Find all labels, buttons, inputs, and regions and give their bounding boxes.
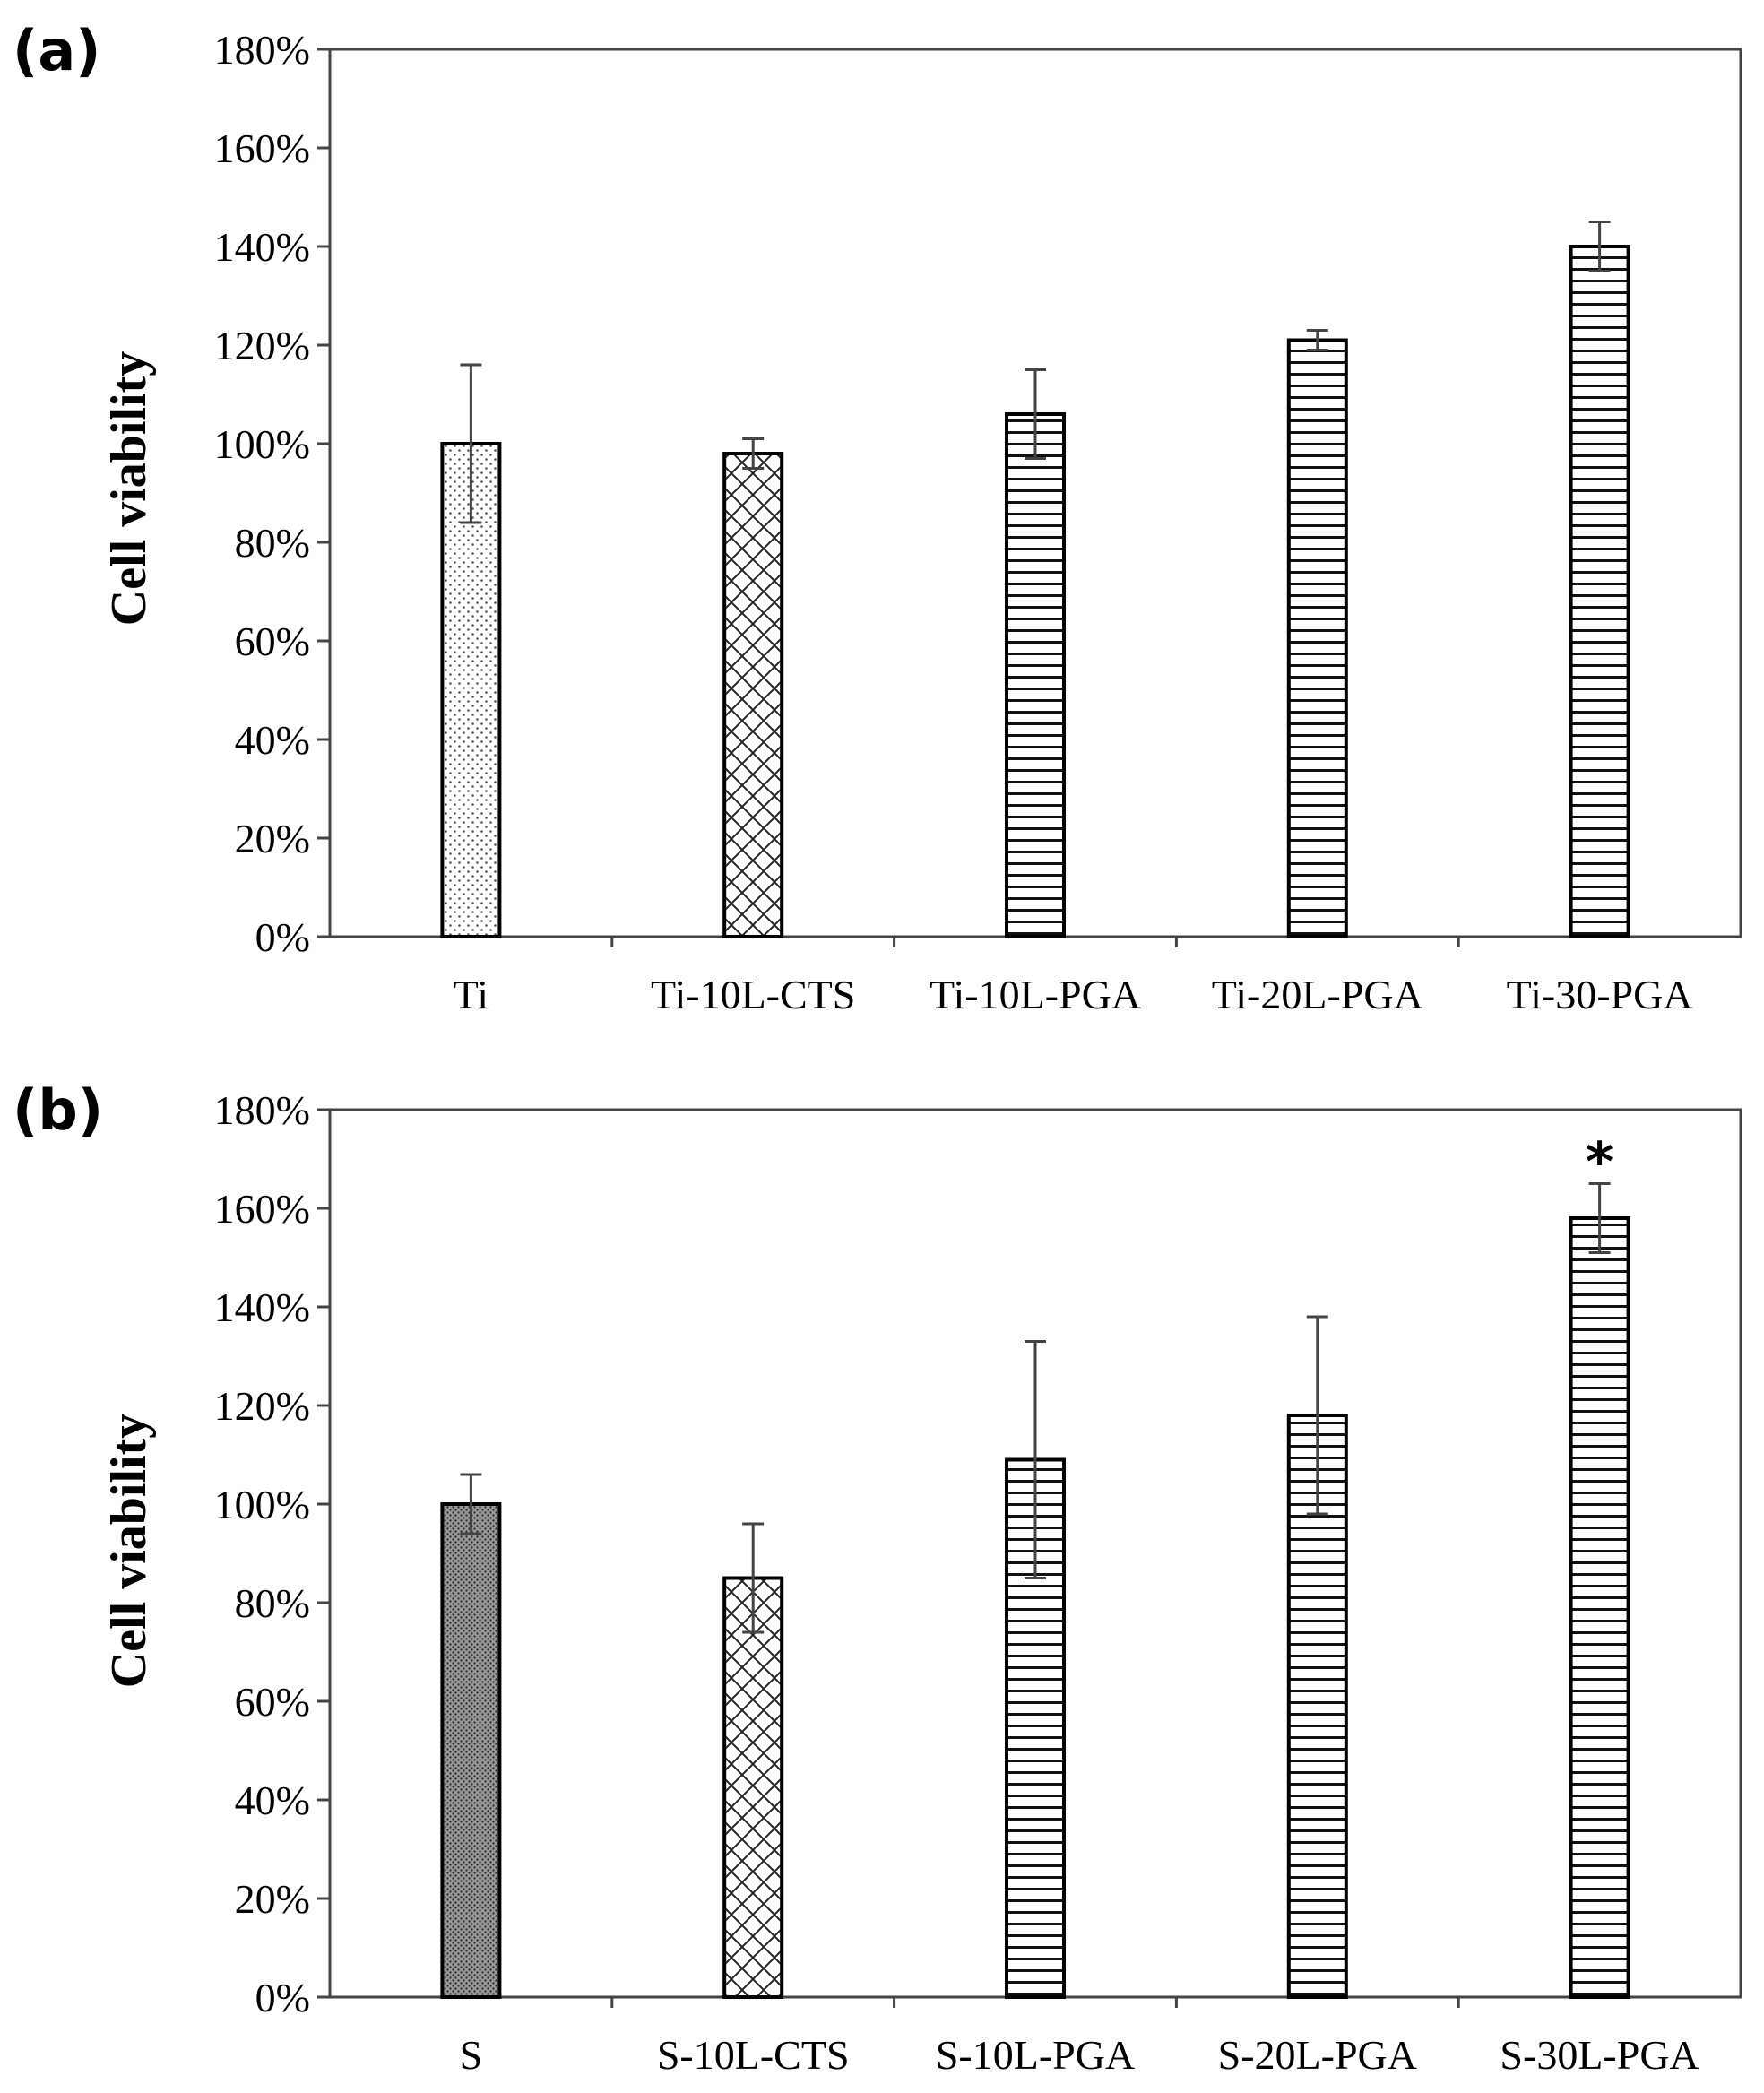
- panel-a: (a) Cell viability 0% 20% 40% 60% 80% 100% 120…: [13, 18, 1742, 1017]
- bar-S-10L-CTS: [722, 1576, 784, 1999]
- x-tick-label: S-20L-PGA: [1218, 2032, 1417, 2078]
- error-bar-Ti: [460, 363, 482, 524]
- x-tick-label: Ti: [454, 972, 489, 1017]
- y-tick-label: 100%: [214, 1482, 310, 1527]
- panel-b: (b) Cell viability 0% 20% 40% 60% 80% 100% 120…: [13, 1077, 1742, 2078]
- y-tick-label: 80%: [235, 1580, 310, 1626]
- x-ticks: S S-10L-CTS S-10L-PGA S-20L-PGA S-30L-PGA: [460, 1997, 1699, 2078]
- y-tick-label: 80%: [235, 520, 310, 566]
- bar-Ti-30-PGA: [1569, 245, 1630, 938]
- error-bar-Ti-30-PGA: [1588, 221, 1611, 272]
- x-tick-label: S-10L-PGA: [936, 2032, 1135, 2078]
- y-tick-label: 140%: [214, 1284, 310, 1330]
- y-tick-label: 20%: [235, 816, 310, 861]
- error-bar-Ti-10L-CTS: [742, 437, 765, 470]
- error-bar-S-30L-PGA: [1588, 1182, 1611, 1254]
- significance-marker: *: [1586, 1131, 1613, 1194]
- y-tick-label: 0%: [255, 1975, 310, 2020]
- y-tick-label: 120%: [214, 1383, 310, 1429]
- x-tick-label: Ti-10L-PGA: [930, 972, 1141, 1017]
- y-tick-label: 100%: [214, 421, 310, 467]
- x-tick-label: Ti-10L-CTS: [651, 972, 855, 1017]
- x-tick-label: S-30L-PGA: [1500, 2032, 1699, 2078]
- y-tick-label: 40%: [235, 717, 310, 763]
- x-ticks: Ti Ti-10L-CTS Ti-10L-PGA Ti-20L-PGA Ti-30-PG…: [454, 937, 1693, 1017]
- y-tick-label: 180%: [214, 27, 310, 73]
- panel-label: (a): [13, 18, 101, 83]
- x-tick-label: S: [460, 2032, 483, 2078]
- y-tick-label: 140%: [214, 224, 310, 270]
- error-bar-Ti-20L-PGA: [1306, 329, 1328, 351]
- y-tick-label: 160%: [214, 1186, 310, 1232]
- y-tick-label: 180%: [214, 1087, 310, 1133]
- error-bar-S: [460, 1473, 482, 1535]
- y-axis-label: Cell viability: [101, 351, 157, 626]
- bar-Ti: [440, 442, 502, 938]
- y-tick-label: 20%: [235, 1876, 310, 1922]
- bar-Ti-10L-CTS: [722, 452, 784, 938]
- bar-Ti-20L-PGA: [1286, 338, 1348, 938]
- x-tick-label: Ti-30-PGA: [1507, 972, 1693, 1017]
- y-tick-label: 60%: [235, 1679, 310, 1725]
- x-tick-label: Ti-20L-PGA: [1212, 972, 1423, 1017]
- panel-label: (b): [13, 1077, 103, 1143]
- y-ticks: 0% 20% 40% 60% 80% 100% 120% 140% 160% 180%: [214, 1087, 330, 2020]
- bar-S-30L-PGA: [1569, 1216, 1630, 1999]
- y-tick-label: 120%: [214, 323, 310, 368]
- y-tick-label: 60%: [235, 618, 310, 664]
- bar-Ti-10L-PGA: [1005, 412, 1066, 938]
- y-ticks: 0% 20% 40% 60% 80% 100% 120% 140% 160% 180%: [214, 27, 330, 960]
- error-bar-S-10L-PGA: [1025, 1340, 1046, 1579]
- y-axis-label: Cell viability: [101, 1414, 157, 1688]
- error-bar-S-10L-CTS: [742, 1522, 765, 1634]
- x-tick-label: S-10L-CTS: [657, 2032, 850, 2078]
- bars: [440, 221, 1630, 938]
- bars: *: [440, 1131, 1630, 1999]
- y-tick-label: 160%: [214, 125, 310, 171]
- error-bar-Ti-10L-PGA: [1025, 368, 1046, 460]
- y-tick-label: 40%: [235, 1777, 310, 1823]
- y-tick-label: 0%: [255, 914, 310, 960]
- error-bar-S-20L-PGA: [1306, 1315, 1328, 1516]
- bar-S: [440, 1502, 502, 1999]
